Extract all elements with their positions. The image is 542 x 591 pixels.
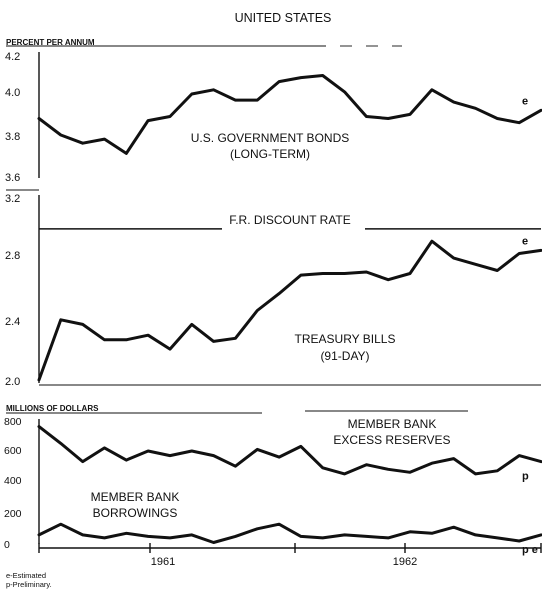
panel1-ytick-4.0: 4.0 (5, 87, 20, 99)
end-mark-treasury-bills-91-day: e (522, 235, 528, 247)
series-line-member-bank-excess-reserves (37, 425, 542, 476)
panel3-ytick-0: 0 (4, 539, 10, 551)
panel1-ylabel: PERCENT PER ANNUM (6, 38, 95, 47)
end-mark-member-bank-excess-reserves: p (522, 471, 529, 483)
series-line-treasury-bills-91-day (37, 239, 542, 382)
series-line-u-s-government-bonds-long-term (37, 74, 542, 155)
excess-label-line2: EXCESS RESERVES (333, 433, 450, 447)
panel3-ytick-800: 800 (4, 416, 22, 428)
panel2-ytick-2.8: 2.8 (5, 250, 20, 262)
discount-rate-label: F.R. DISCOUNT RATE (229, 213, 351, 227)
panel2-ytick-3.2: 3.2 (5, 193, 20, 205)
bonds-label-line2: (LONG-TERM) (230, 147, 310, 161)
footnote-estimated: e-Estimated (6, 571, 46, 580)
tbills-label-line1: TREASURY BILLS (295, 332, 396, 346)
panel3-ylabel: MILLIONS OF DOLLARS (6, 404, 99, 413)
x-label-1961: 1961 (151, 556, 175, 568)
panel3-ytick-400: 400 (4, 475, 22, 487)
panel2-ytick-2.0: 2.0 (5, 376, 20, 388)
panel3-ytick-200: 200 (4, 508, 22, 520)
bonds-label-line1: U.S. GOVERNMENT BONDS (191, 131, 349, 145)
panel1-ytick-4.2: 4.2 (5, 51, 20, 63)
panel2-ytick-2.4: 2.4 (5, 316, 20, 328)
panel3-ytick-600: 600 (4, 445, 22, 457)
excess-label-line1: MEMBER BANK (348, 417, 437, 431)
footnote-preliminary: p-Preliminary. (6, 580, 52, 589)
end-mark-u-s-government-bonds-long-term: e (522, 95, 528, 107)
panel1-ytick-3.6: 3.6 (5, 172, 20, 184)
x-label-1962: 1962 (393, 556, 417, 568)
end-mark-member-bank-borrowings: p e (522, 544, 538, 556)
borrowings-label-line2: BORROWINGS (93, 506, 178, 520)
borrowings-label-line1: MEMBER BANK (91, 490, 180, 504)
tbills-label-line2: (91-DAY) (320, 349, 369, 363)
series-line-member-bank-borrowings (37, 522, 542, 544)
chart-title: UNITED STATES (235, 11, 332, 25)
panel1-ytick-3.8: 3.8 (5, 131, 20, 143)
